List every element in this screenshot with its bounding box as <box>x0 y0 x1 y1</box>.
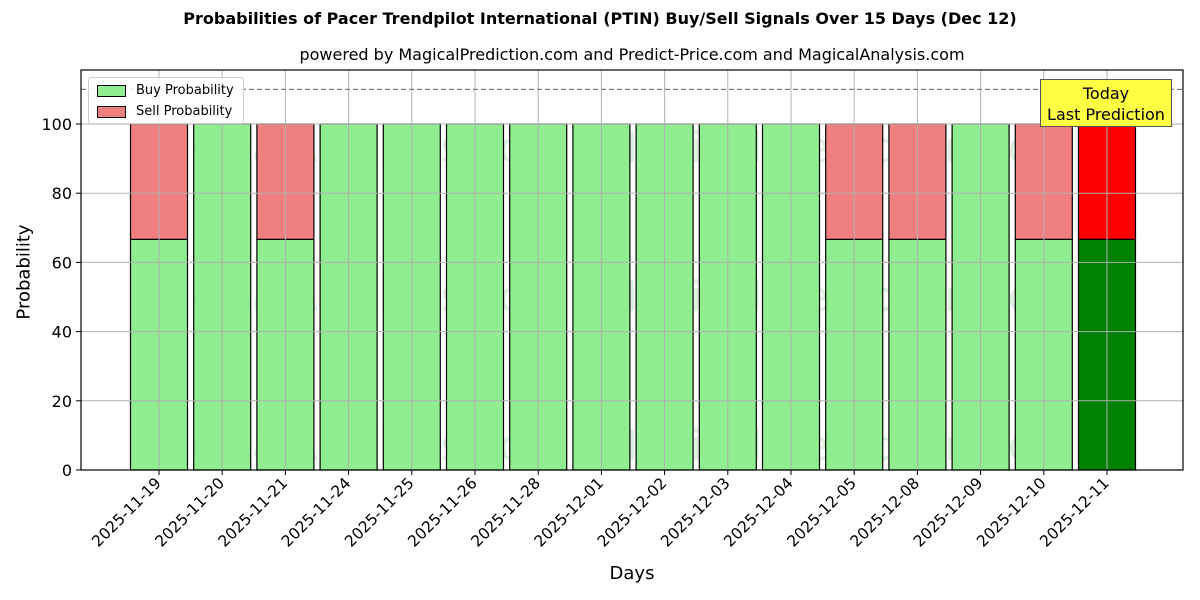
y-tick-label: 0 <box>62 461 72 480</box>
legend-sell-label: Sell Probability <box>136 104 233 119</box>
annotation-line2: Last Prediction <box>1047 105 1165 124</box>
y-tick-label: 100 <box>41 115 72 134</box>
today-annotation: Today Last Prediction <box>1040 79 1172 127</box>
legend-buy-label: Buy Probability <box>136 83 234 98</box>
y-tick-label: 60 <box>52 253 72 272</box>
chart-title: Probabilities of Pacer Trendpilot Intern… <box>183 9 1017 28</box>
buy-swatch <box>97 84 126 97</box>
legend: Buy Probability Sell Probability <box>88 77 244 124</box>
chart-subtitle: powered by MagicalPrediction.com and Pre… <box>299 45 965 64</box>
y-tick-label: 80 <box>52 184 72 203</box>
y-tick-label: 20 <box>52 392 72 411</box>
y-axis-label: Probability <box>13 224 35 320</box>
legend-item-buy: Buy Probability <box>97 83 234 98</box>
plot-frame <box>80 69 1184 471</box>
annotation-line1: Today <box>1082 84 1130 103</box>
x-axis-label: Days <box>609 563 655 584</box>
y-tick-label: 40 <box>52 323 72 342</box>
legend-item-sell: Sell Probability <box>97 104 232 119</box>
sell-swatch <box>97 105 126 118</box>
